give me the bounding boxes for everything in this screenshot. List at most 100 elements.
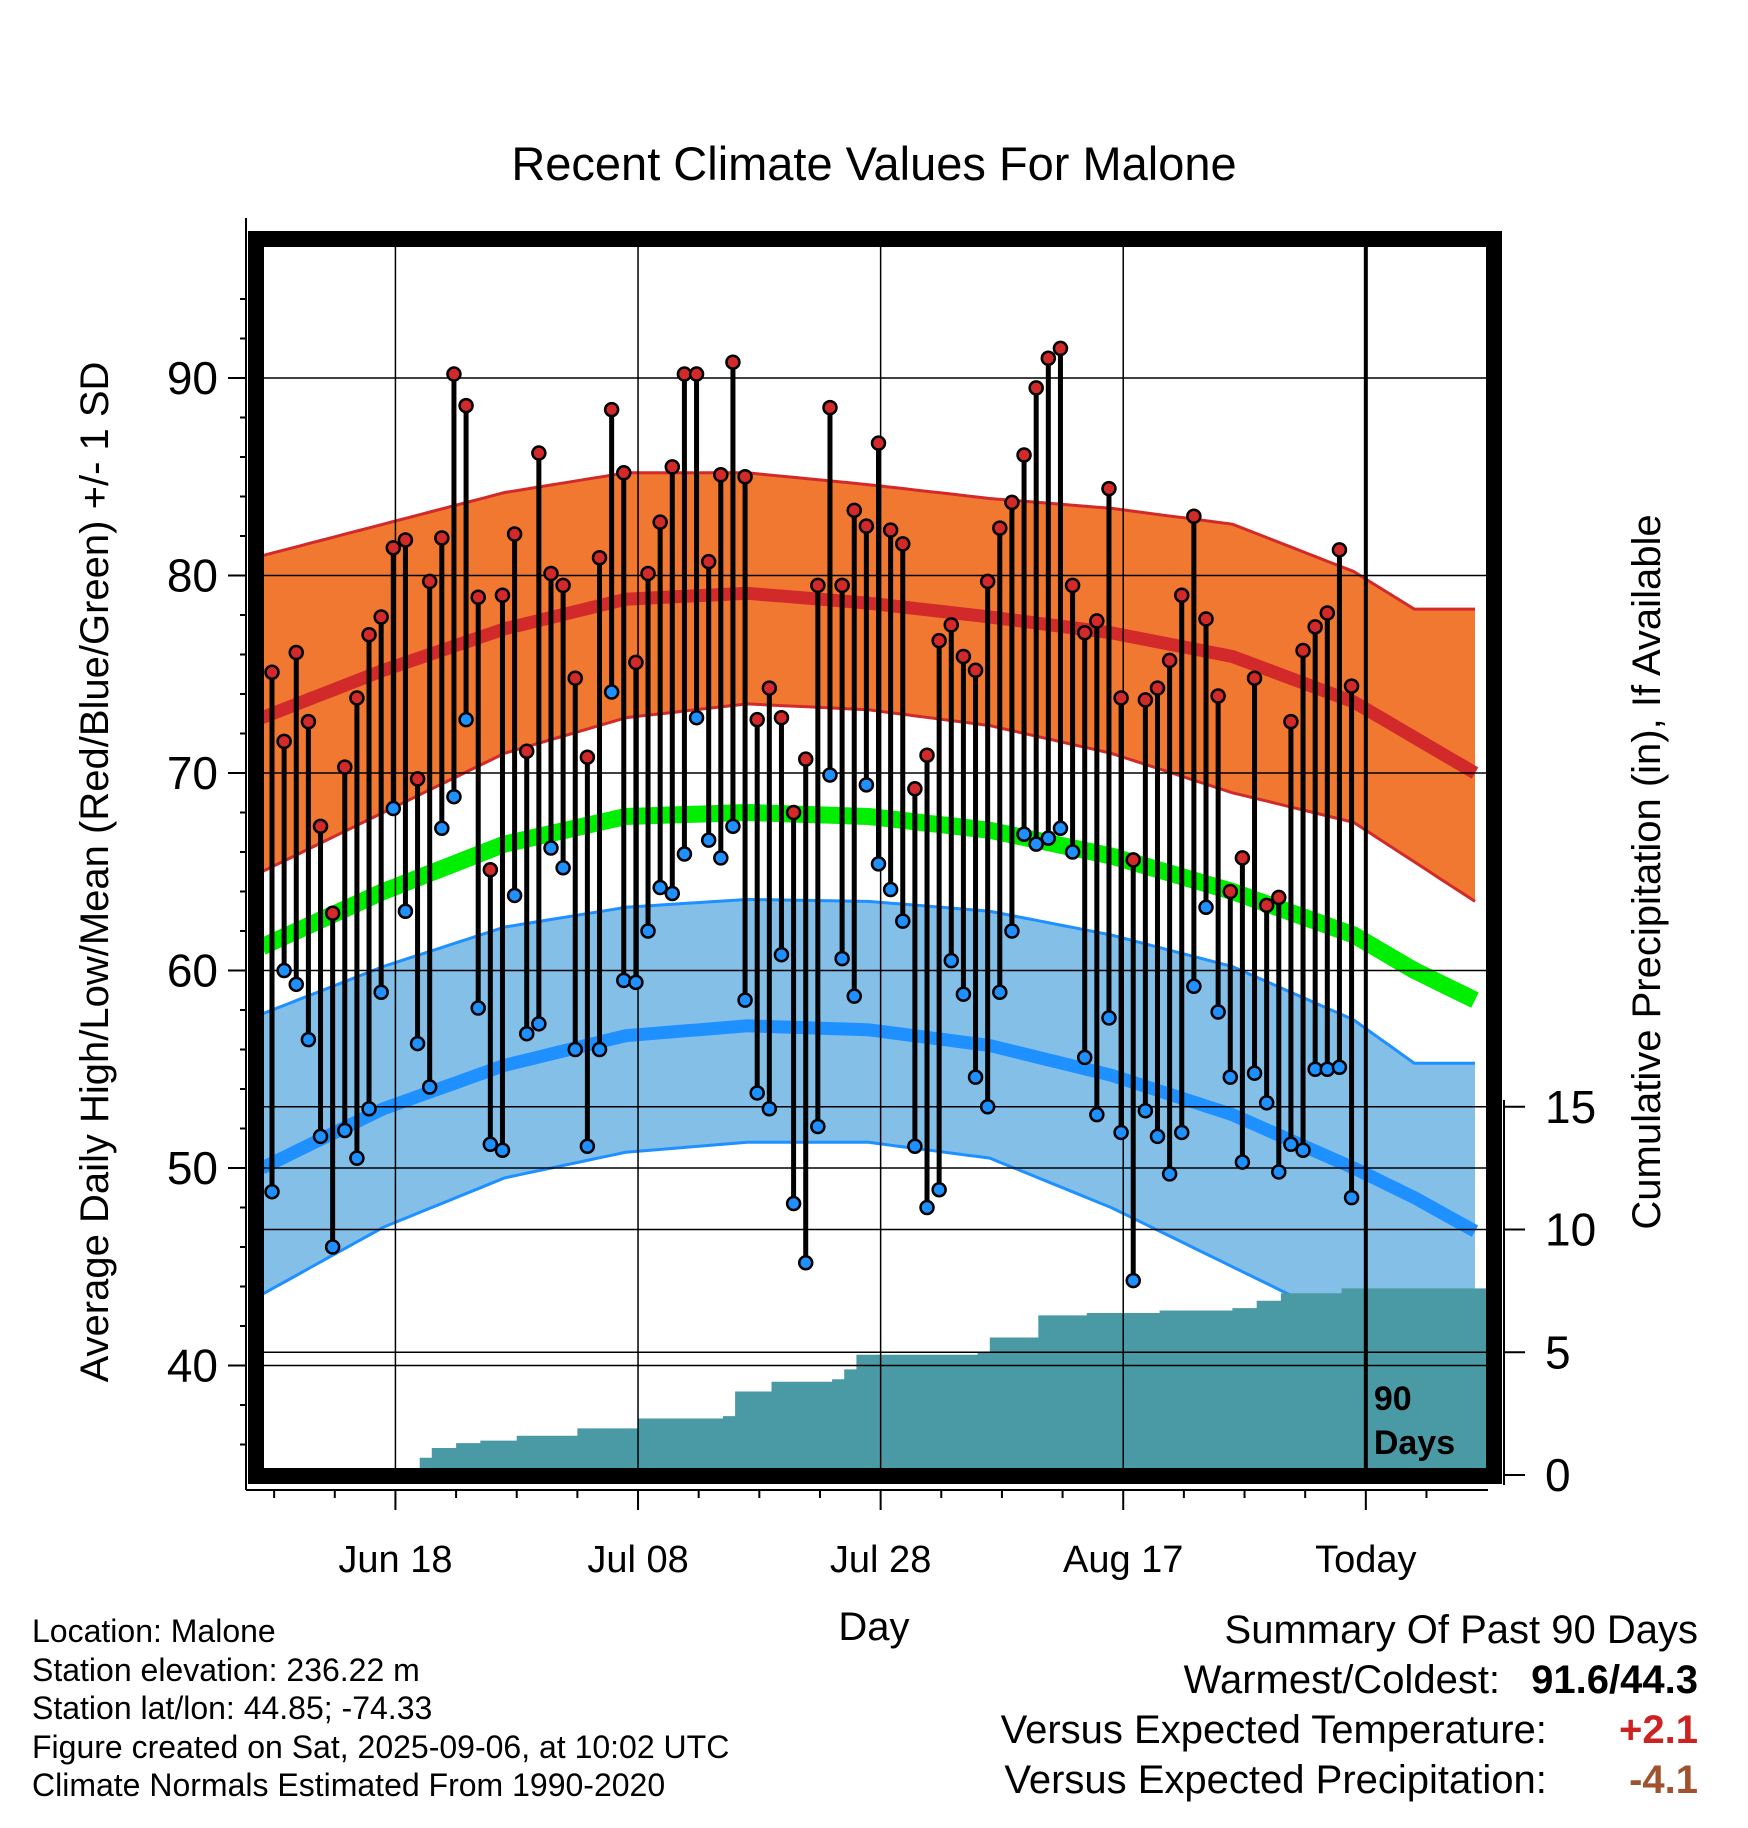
high-point [1222, 883, 1239, 900]
low-point [276, 962, 292, 979]
high-point [1271, 889, 1287, 906]
low-point [1343, 1189, 1360, 1206]
high-point [1174, 587, 1190, 603]
warmest-value: 91.6/44.3 [1531, 1658, 1698, 1702]
low-point [1331, 1059, 1348, 1076]
high-point [664, 459, 681, 475]
low-point [1246, 1065, 1263, 1081]
temp-label: Versus Expected Temperature: [1000, 1708, 1547, 1752]
high-point [458, 397, 474, 414]
warmest-label: Warmest/Coldest: [1183, 1658, 1501, 1702]
high-point [1113, 690, 1129, 706]
high-point [1343, 678, 1360, 694]
y-tick-label: 40 [167, 1340, 218, 1392]
low-point [1283, 1136, 1299, 1153]
low-point [1125, 1272, 1141, 1289]
high-point [1149, 680, 1166, 696]
high-point [494, 587, 511, 603]
high-point [822, 399, 838, 416]
high-point [434, 530, 450, 546]
low-point [1295, 1142, 1311, 1158]
high-point [1198, 611, 1214, 627]
low-point [810, 1118, 826, 1135]
high-point [834, 577, 850, 594]
low-point [1064, 844, 1081, 860]
low-point [518, 1025, 535, 1042]
high-point [1101, 480, 1117, 497]
high-point [506, 526, 523, 542]
latlon-text: Station lat/lon: 44.85; -74.33 [32, 1690, 433, 1726]
high-point [1319, 605, 1336, 621]
high-point [421, 573, 438, 590]
low-point [882, 881, 899, 898]
high-point [1258, 897, 1275, 914]
low-point [652, 879, 668, 896]
high-point [1283, 713, 1299, 730]
low-point [349, 1150, 365, 1166]
low-point [797, 1255, 814, 1271]
high-point [919, 747, 935, 763]
high-point [276, 733, 292, 750]
low-point [676, 846, 693, 862]
low-point [1101, 1010, 1117, 1026]
low-point [482, 1136, 499, 1153]
x-axis-label: Day [838, 1605, 909, 1649]
summary-title: Summary Of Past 90 Days [1224, 1608, 1698, 1652]
high-point [1016, 447, 1032, 463]
elevation-text: Station elevation: 236.22 m [32, 1651, 420, 1688]
low-point [858, 777, 875, 793]
low-point [907, 1138, 923, 1155]
precipitation-area [407, 1288, 1488, 1470]
high-point [1210, 688, 1226, 704]
high-point [300, 713, 317, 730]
high-point [409, 771, 426, 787]
high-point [591, 549, 608, 566]
warmest-row: Warmest/Coldest: 91.6/44.3 [1001, 1655, 1698, 1705]
low-point [943, 952, 960, 969]
high-point [761, 680, 778, 696]
high-point [943, 617, 960, 633]
low-point [1319, 1061, 1336, 1077]
low-point [1028, 836, 1044, 852]
high-point [482, 862, 499, 878]
high-point [579, 749, 596, 765]
low-point [919, 1199, 935, 1216]
low-point [385, 800, 402, 817]
low-point [1258, 1095, 1275, 1111]
y2-tick-label: 5 [1545, 1326, 1571, 1378]
low-point [628, 974, 644, 991]
y-tick-label: 50 [167, 1142, 218, 1194]
high-point [324, 905, 341, 921]
high-point [992, 520, 1008, 536]
low-point [1052, 820, 1069, 837]
y-tick-label: 80 [167, 550, 218, 602]
low-point [992, 984, 1008, 1000]
low-point [1016, 826, 1032, 842]
low-point [955, 986, 972, 1002]
low-point [640, 923, 656, 939]
low-upper-edge [262, 897, 1475, 1065]
high-point [518, 743, 535, 760]
low-point [967, 1069, 984, 1085]
high-point [470, 589, 486, 605]
low-point [300, 1031, 317, 1048]
high-point [397, 532, 414, 548]
high-point [870, 435, 887, 451]
low-point [312, 1128, 329, 1145]
y2-axis-label: Cumulative Precipitation (in), If Availa… [1625, 514, 1669, 1229]
low-point [713, 850, 729, 866]
high-point [700, 553, 717, 570]
y-tick-label: 90 [167, 352, 218, 404]
chart-title: Recent Climate Values For Malone [511, 137, 1236, 190]
normals-text: Climate Normals Estimated From 1990-2020 [32, 1767, 666, 1803]
low-point [822, 767, 838, 783]
low-point [579, 1138, 596, 1155]
low-point [761, 1101, 778, 1117]
normal-low-line [262, 1019, 1479, 1237]
y-tick-label: 70 [167, 747, 218, 799]
temp-row: Versus Expected Temperature: +2.1 [1001, 1705, 1698, 1755]
y2-tick-label: 0 [1545, 1449, 1571, 1501]
low-point [1149, 1128, 1166, 1145]
low-point [506, 887, 523, 904]
x-tick-label: Jul 08 [587, 1539, 688, 1581]
